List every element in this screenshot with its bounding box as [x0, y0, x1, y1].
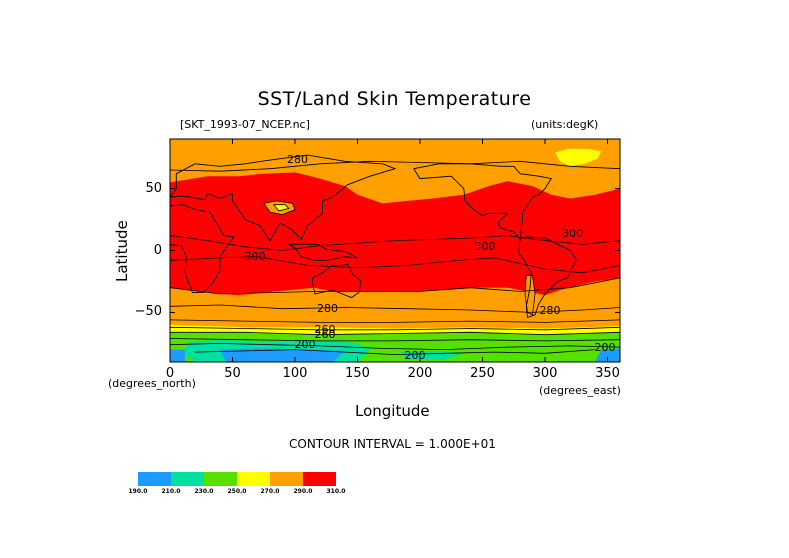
colorbar-label: 230.0 — [194, 488, 214, 495]
contour-label: 280 — [287, 153, 308, 167]
colorbar-label: 190.0 — [128, 488, 148, 495]
contour-300-south — [170, 256, 620, 274]
x-axis-title: Longitude — [355, 402, 430, 420]
colorbar-label: 210.0 — [161, 488, 181, 495]
x-units-label: (degrees_east) — [539, 384, 621, 397]
contour-label: 260 — [314, 327, 336, 341]
band-230-250 — [170, 332, 620, 340]
contour-210-south — [194, 349, 596, 356]
chart-title: SST/Land Skin Temperature — [257, 88, 532, 110]
contour-290-south — [170, 277, 620, 295]
colorbar-swatch — [204, 472, 237, 486]
tibet-core — [272, 204, 290, 212]
contour-280-south — [170, 304, 620, 313]
colorbar-swatch — [138, 472, 171, 486]
contour-label: 200 — [294, 337, 316, 351]
contour-230-south — [170, 342, 620, 351]
greenland — [555, 148, 602, 167]
x-tick-label: 0 — [165, 366, 175, 381]
contour-label: 200 — [404, 348, 426, 362]
y-tick-label: 0 — [153, 242, 162, 258]
y-units-label: (degrees_north) — [108, 377, 196, 390]
eurasia-outline — [170, 154, 397, 242]
colorbar-swatch — [270, 472, 303, 486]
units-label: (units:degK) — [531, 118, 599, 131]
andes — [524, 274, 536, 316]
contour-label: 300 — [562, 227, 583, 241]
y-axis-title: Latitude — [113, 220, 131, 282]
antarctic-coldest — [220, 348, 345, 362]
contour-label: 300 — [474, 239, 496, 253]
contour-label: 260 — [314, 322, 336, 336]
contour-270-south — [170, 319, 620, 323]
maritime-continent-outline — [287, 243, 358, 261]
contour-label: 300 — [244, 249, 266, 263]
contour-280-north — [170, 160, 620, 172]
antarctic-cold-west — [170, 349, 185, 362]
africa-outline — [170, 204, 235, 294]
contour-label: 280 — [317, 301, 338, 315]
colorbar-label: 270.0 — [260, 488, 280, 495]
y-tick-label: −50 — [134, 304, 162, 320]
y-tick-label: 50 — [145, 180, 162, 196]
antarctic-cold-east — [595, 348, 620, 362]
contour-label: 200 — [594, 341, 616, 355]
x-tick-label: 150 — [345, 366, 370, 381]
x-tick-label: 50 — [224, 366, 241, 381]
colorbar-label: 310.0 — [326, 488, 346, 495]
colorbar-swatch — [171, 472, 204, 486]
contour-240-south — [170, 338, 620, 342]
temperature-map — [170, 139, 620, 362]
australia-outline — [312, 263, 362, 299]
x-tick-label: 200 — [407, 366, 433, 381]
south-america-outline — [518, 236, 577, 319]
colorbar-label: 250.0 — [227, 488, 247, 495]
file-label: [SKT_1993-07_NCEP.nc] — [180, 118, 310, 131]
colorbar — [138, 472, 336, 486]
colorbar-swatch — [303, 472, 336, 486]
x-tick-label: 300 — [532, 366, 558, 381]
colorbar-swatch — [237, 472, 270, 486]
x-tick-label: 100 — [282, 366, 308, 381]
north-america-outline — [413, 163, 553, 241]
contour-250-south — [170, 331, 620, 336]
contour-label: 280 — [539, 304, 561, 318]
x-tick-label: 350 — [595, 366, 620, 381]
contour-260-south — [170, 326, 620, 331]
x-tick-label: 250 — [470, 366, 495, 381]
axis-ticks — [169, 139, 620, 362]
colorbar-label: 290.0 — [293, 488, 313, 495]
contour-interval-text: CONTOUR INTERVAL = 1.000E+01 — [289, 437, 496, 451]
contour-300-north — [170, 235, 620, 251]
